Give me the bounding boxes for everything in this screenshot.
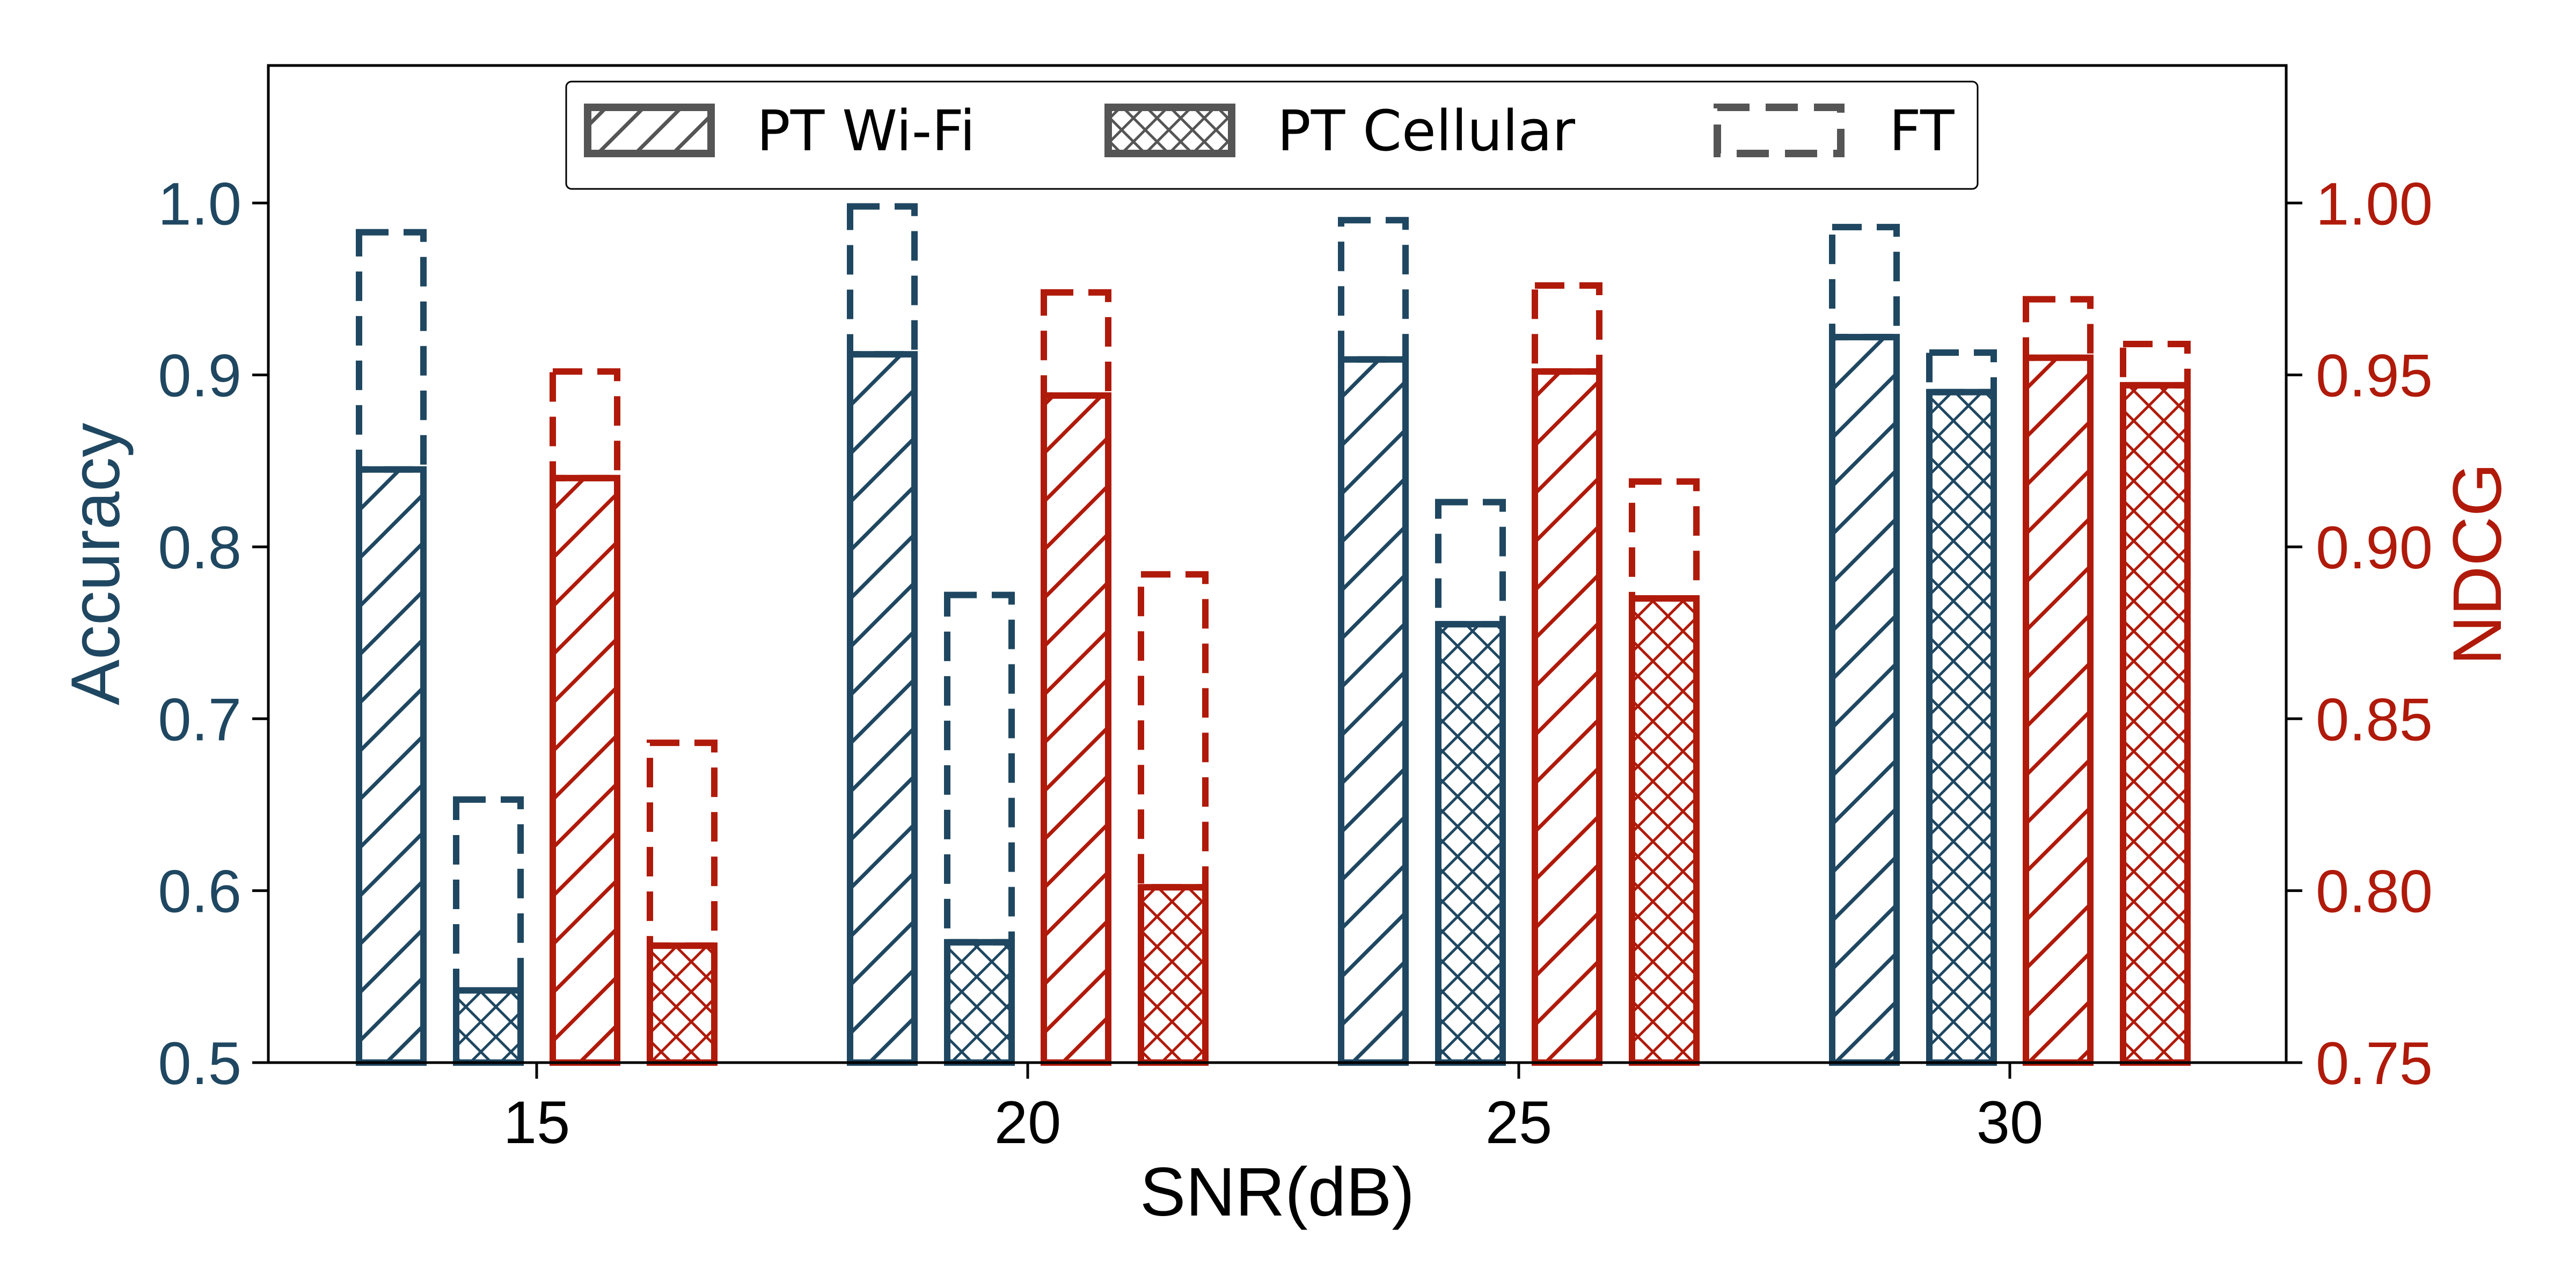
x-tick-label: 15 [503,1089,570,1156]
legend-swatch-ft [1714,104,1845,157]
ft-bar-accuracy-wi-fi [356,229,427,473]
right-tick-label: 0.95 [2316,342,2433,409]
legend-item-ft: FT [1714,98,1955,164]
legend-label-ft: FT [1889,98,1955,164]
pt-bar-accuracy-cellular [1926,389,1997,1066]
legend-label-pt-cellular: PT Cellular [1277,98,1575,164]
left-y-axis: 0.5 0.6 0.7 0.8 0.9 1.0 [158,170,268,1097]
ft-bar-ndcg-cellular [1629,478,1700,602]
x-tick-label: 30 [1977,1089,2044,1156]
pt-bar-ndcg-wi-fi [550,474,620,1066]
ft-bar-accuracy-cellular [1926,349,1997,396]
left-tick-label: 0.7 [158,686,241,753]
x-axis: 15 20 25 30 [503,1063,2044,1156]
right-tick-label: 0.75 [2316,1030,2433,1097]
ft-bar-accuracy-wi-fi [1829,224,1900,341]
pt-bar-ndcg-cellular [647,942,718,1066]
ft-bar-ndcg-wi-fi [550,368,620,481]
legend-label-pt-wifi: PT Wi-Fi [757,98,975,164]
left-tick-label: 0.8 [158,514,241,581]
left-y-axis-title: Accuracy [57,423,134,705]
right-tick-label: 0.90 [2316,514,2433,581]
legend-swatch-pt-wifi [584,104,715,157]
left-tick-label: 0.5 [158,1030,241,1097]
legend-item-pt-wifi: PT Wi-Fi [584,98,975,164]
ft-bar-accuracy-wi-fi [1338,217,1409,363]
ft-bar-ndcg-wi-fi [1041,289,1111,399]
x-tick-label: 20 [994,1089,1062,1156]
pt-bar-ndcg-wi-fi [1532,368,1602,1066]
plot-frame [267,64,2288,1064]
pt-bar-accuracy-cellular [453,987,524,1066]
ft-bar-ndcg-cellular [647,740,718,949]
pt-bar-accuracy-wi-fi [356,466,427,1066]
legend-box [565,80,1979,190]
ft-bar-ndcg-wi-fi [1532,282,1602,375]
ft-bar-ndcg-cellular [1138,571,1209,891]
ft-bar-accuracy-cellular [1435,499,1506,628]
right-tick-label: 1.00 [2316,170,2433,237]
pt-bar-ndcg-wi-fi [2023,354,2094,1066]
ft-bar-accuracy-cellular [453,796,524,994]
ft-bar-ndcg-cellular [2120,340,2191,389]
ft-bar-ndcg-wi-fi [2023,296,2094,361]
pt-bar-ndcg-cellular [2120,382,2191,1066]
legend-swatch-pt-cellular [1104,104,1235,157]
x-axis-title: SNR(dB) [1140,1154,1415,1231]
right-y-axis-title: NDCG [2439,463,2516,665]
ft-bar-accuracy-wi-fi [847,203,918,358]
pt-bar-ndcg-cellular [1138,884,1209,1066]
bar-group [356,203,2191,1066]
pt-bar-accuracy-cellular [944,939,1015,1066]
pt-bar-accuracy-cellular [1435,621,1506,1066]
legend-item-pt-cellular: PT Cellular [1104,98,1575,164]
right-tick-label: 0.85 [2316,686,2433,753]
left-tick-label: 0.9 [158,342,241,409]
legend: PT Wi-Fi PT Cellular FT [565,80,1979,190]
pt-bar-accuracy-wi-fi [1829,334,1900,1066]
pt-bar-ndcg-cellular [1629,595,1700,1066]
right-y-axis: 0.75 0.80 0.85 0.90 0.95 1.00 [2286,170,2433,1097]
ft-bar-accuracy-cellular [944,591,1015,946]
pt-bar-accuracy-wi-fi [847,351,918,1066]
right-tick-label: 0.80 [2316,858,2433,925]
left-tick-label: 0.6 [158,858,241,925]
pt-bar-accuracy-wi-fi [1338,356,1409,1066]
pt-bar-ndcg-wi-fi [1041,392,1111,1066]
left-tick-label: 1.0 [158,170,241,237]
x-tick-label: 25 [1485,1089,1553,1156]
